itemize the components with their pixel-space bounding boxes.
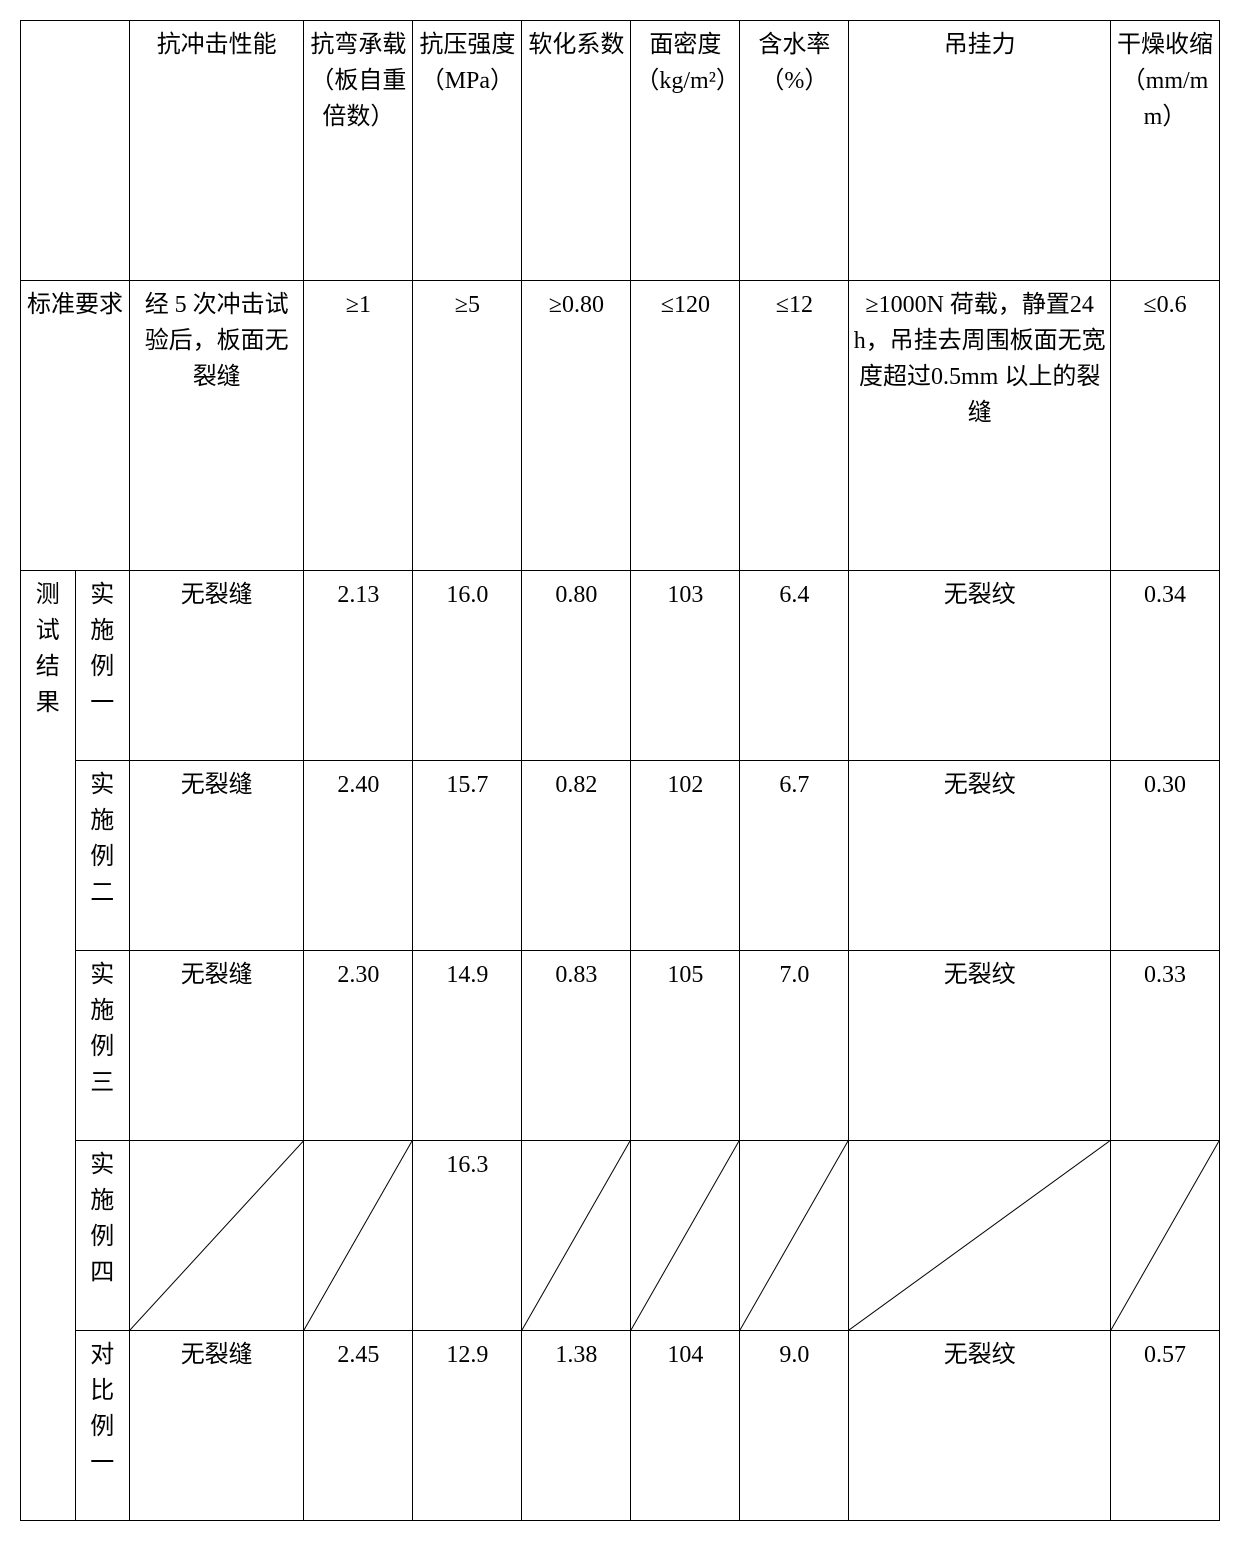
table-row: 实施例二 无裂缝 2.40 15.7 0.82 102 6.7 无裂纹 0.30 bbox=[21, 761, 1220, 951]
std-density: ≤120 bbox=[631, 281, 740, 571]
row-name: 实施例四 bbox=[75, 1141, 130, 1331]
table-row: 对比例一 无裂缝 2.45 12.9 1.38 104 9.0 无裂纹 0.57 bbox=[21, 1331, 1220, 1521]
cell: 0.80 bbox=[522, 571, 631, 761]
cell: 无裂缝 bbox=[130, 761, 304, 951]
cell: 104 bbox=[631, 1331, 740, 1521]
cell bbox=[631, 1141, 740, 1331]
col-compress: 抗压强度（MPa） bbox=[413, 21, 522, 281]
diagonal-slash-icon bbox=[1111, 1141, 1219, 1330]
diagonal-slash-icon bbox=[130, 1141, 303, 1330]
cell: 无裂缝 bbox=[130, 951, 304, 1141]
cell: 无裂纹 bbox=[849, 1331, 1111, 1521]
cell: 6.7 bbox=[740, 761, 849, 951]
diagonal-slash-icon bbox=[740, 1141, 848, 1330]
cell: 14.9 bbox=[413, 951, 522, 1141]
cell: 无裂纹 bbox=[849, 761, 1111, 951]
cell: 无裂纹 bbox=[849, 951, 1111, 1141]
col-bend: 抗弯承载（板自重倍数） bbox=[304, 21, 413, 281]
table-row: 测试结果 实施例一 无裂缝 2.13 16.0 0.80 103 6.4 无裂纹… bbox=[21, 571, 1220, 761]
col-density: 面密度（kg/m²） bbox=[631, 21, 740, 281]
diagonal-slash-icon bbox=[849, 1141, 1110, 1330]
cell: 2.45 bbox=[304, 1331, 413, 1521]
std-label: 标准要求 bbox=[21, 281, 130, 571]
cell bbox=[1110, 1141, 1219, 1331]
cell bbox=[740, 1141, 849, 1331]
std-compress: ≥5 bbox=[413, 281, 522, 571]
std-shrink: ≤0.6 bbox=[1110, 281, 1219, 571]
std-hang: ≥1000N 荷载，静置24h，吊挂去周围板面无宽度超过0.5mm 以上的裂缝 bbox=[849, 281, 1111, 571]
col-hang: 吊挂力 bbox=[849, 21, 1111, 281]
cell: 0.33 bbox=[1110, 951, 1219, 1141]
cell: 无裂纹 bbox=[849, 571, 1111, 761]
cell bbox=[304, 1141, 413, 1331]
cell: 0.82 bbox=[522, 761, 631, 951]
cell: 2.30 bbox=[304, 951, 413, 1141]
table-row: 实施例三 无裂缝 2.30 14.9 0.83 105 7.0 无裂纹 0.33 bbox=[21, 951, 1220, 1141]
row-name: 对比例一 bbox=[75, 1331, 130, 1521]
cell: 0.30 bbox=[1110, 761, 1219, 951]
diagonal-slash-icon bbox=[631, 1141, 739, 1330]
cell: 7.0 bbox=[740, 951, 849, 1141]
group-label: 测试结果 bbox=[21, 571, 76, 1521]
cell: 2.40 bbox=[304, 761, 413, 951]
cell: 12.9 bbox=[413, 1331, 522, 1521]
std-water: ≤12 bbox=[740, 281, 849, 571]
cell: 0.34 bbox=[1110, 571, 1219, 761]
cell: 9.0 bbox=[740, 1331, 849, 1521]
cell: 0.57 bbox=[1110, 1331, 1219, 1521]
cell bbox=[522, 1141, 631, 1331]
col-soften: 软化系数 bbox=[522, 21, 631, 281]
cell: 无裂缝 bbox=[130, 1331, 304, 1521]
row-name: 实施例三 bbox=[75, 951, 130, 1141]
col-water: 含水率（%） bbox=[740, 21, 849, 281]
standard-row: 标准要求 经 5 次冲击试验后，板面无裂缝 ≥1 ≥5 ≥0.80 ≤120 ≤… bbox=[21, 281, 1220, 571]
cell: 0.83 bbox=[522, 951, 631, 1141]
spec-table: 抗冲击性能 抗弯承载（板自重倍数） 抗压强度（MPa） 软化系数 面密度（kg/… bbox=[20, 20, 1220, 1521]
diagonal-slash-icon bbox=[522, 1141, 630, 1330]
diagonal-slash-icon bbox=[304, 1141, 412, 1330]
cell: 16.0 bbox=[413, 571, 522, 761]
cell: 2.13 bbox=[304, 571, 413, 761]
col-shrink: 干燥收缩（mm/mm） bbox=[1110, 21, 1219, 281]
cell: 1.38 bbox=[522, 1331, 631, 1521]
std-soften: ≥0.80 bbox=[522, 281, 631, 571]
cell bbox=[130, 1141, 304, 1331]
header-blank bbox=[21, 21, 130, 281]
std-bend: ≥1 bbox=[304, 281, 413, 571]
cell: 102 bbox=[631, 761, 740, 951]
cell: 15.7 bbox=[413, 761, 522, 951]
row-name: 实施例一 bbox=[75, 571, 130, 761]
cell: 6.4 bbox=[740, 571, 849, 761]
row-name: 实施例二 bbox=[75, 761, 130, 951]
table-row: 实施例四 16.3 bbox=[21, 1141, 1220, 1331]
cell: 无裂缝 bbox=[130, 571, 304, 761]
header-row: 抗冲击性能 抗弯承载（板自重倍数） 抗压强度（MPa） 软化系数 面密度（kg/… bbox=[21, 21, 1220, 281]
std-impact: 经 5 次冲击试验后，板面无裂缝 bbox=[130, 281, 304, 571]
col-impact: 抗冲击性能 bbox=[130, 21, 304, 281]
cell: 16.3 bbox=[413, 1141, 522, 1331]
cell: 103 bbox=[631, 571, 740, 761]
cell: 105 bbox=[631, 951, 740, 1141]
cell bbox=[849, 1141, 1111, 1331]
